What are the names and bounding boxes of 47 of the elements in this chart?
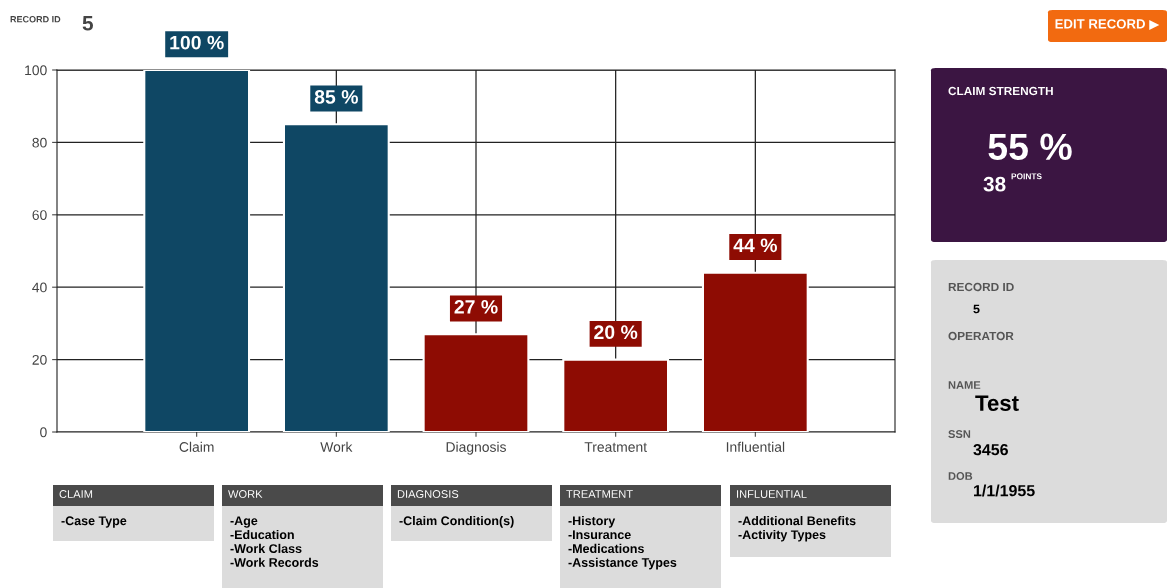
text: DIAGNOSIS <box>397 490 459 498</box>
y-tick-label: 60 <box>32 210 47 220</box>
text: 55 % <box>988 133 1072 161</box>
text: INFLUENTIAL <box>737 490 807 498</box>
data-label: 44 % <box>733 238 777 253</box>
text: -Additional Benefits -Activity Types <box>738 516 856 542</box>
y-tick-label: 20 <box>32 354 47 365</box>
bar <box>143 70 251 432</box>
x-tick-label: Diagnosis <box>446 441 506 455</box>
y-tick-label: 80 <box>32 137 47 148</box>
text: 1/1/1955 <box>974 484 1035 497</box>
text: DOB <box>948 472 973 480</box>
y-tick-label: 0 <box>40 427 47 438</box>
text: RECORD ID <box>10 16 61 23</box>
text: Test <box>975 395 1019 411</box>
bar <box>282 123 390 432</box>
bar <box>562 358 670 432</box>
text: NAME <box>948 381 981 389</box>
y-tick-label: 40 <box>32 282 47 293</box>
text: CLAIM STRENGTH <box>948 86 1053 96</box>
text: RECORD ID <box>948 282 1014 292</box>
text: POINTS <box>1011 173 1042 180</box>
text: CLAIM <box>59 490 93 498</box>
text: SSN <box>948 430 971 438</box>
text: -Age -Education -Work Class -Work Records <box>230 516 319 567</box>
text: -Claim Condition(s) <box>399 516 514 528</box>
data-label: 100 % <box>170 35 224 50</box>
text: EDIT RECORD ▶ <box>1055 19 1160 31</box>
x-tick-label: Claim <box>179 441 214 452</box>
text: TREATMENT <box>566 490 633 498</box>
x-tick-label: Treatment <box>584 442 647 452</box>
x-tick-label: Work <box>320 441 353 452</box>
text: -Case Type <box>61 516 127 528</box>
text: 38 <box>983 176 1006 192</box>
text: OPERATOR <box>948 331 1014 341</box>
text: 5 <box>82 16 94 31</box>
data-label: 20 % <box>594 325 638 340</box>
bar <box>701 271 809 432</box>
text: 3456 <box>973 443 1008 456</box>
text: WORK <box>228 490 263 498</box>
data-label: 27 % <box>454 299 498 314</box>
x-tick-label: Influential <box>726 441 785 452</box>
text: -History -Insurance -Medications -Assistance Types <box>568 516 677 570</box>
bar <box>422 333 530 432</box>
data-label: 85 % <box>314 90 358 104</box>
y-tick-label: 100 <box>25 65 47 76</box>
text: 5 <box>973 304 980 314</box>
